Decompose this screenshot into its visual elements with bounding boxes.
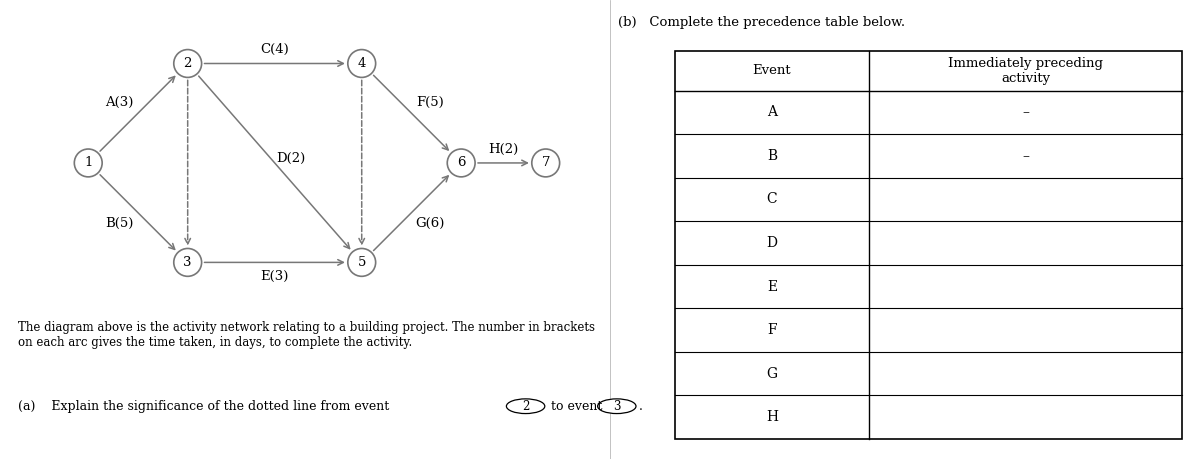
Text: E(3): E(3) (260, 270, 289, 283)
Circle shape (348, 248, 376, 276)
Text: –: – (1022, 106, 1030, 119)
Circle shape (348, 50, 376, 78)
Circle shape (174, 248, 202, 276)
Circle shape (506, 399, 545, 414)
Circle shape (532, 149, 559, 177)
Text: C(4): C(4) (260, 43, 289, 56)
Text: F: F (767, 323, 776, 337)
Bar (674, 51, 1182, 439)
Text: 6: 6 (457, 157, 466, 169)
Text: G: G (767, 367, 778, 381)
Text: 7: 7 (541, 157, 550, 169)
Text: D(2): D(2) (276, 151, 305, 164)
Text: H: H (766, 410, 778, 424)
Text: 1: 1 (84, 157, 92, 169)
Text: H(2): H(2) (488, 143, 518, 156)
Text: –: – (1022, 149, 1030, 163)
Text: 2: 2 (184, 57, 192, 70)
Circle shape (598, 399, 636, 414)
Circle shape (74, 149, 102, 177)
Text: D: D (767, 236, 778, 250)
Text: The diagram above is the activity network relating to a building project. The nu: The diagram above is the activity networ… (18, 321, 595, 349)
Text: B(5): B(5) (104, 217, 133, 230)
Text: G(6): G(6) (415, 217, 445, 230)
Text: (a)    Explain the significance of the dotted line from event: (a) Explain the significance of the dott… (18, 400, 394, 413)
Text: 3: 3 (184, 256, 192, 269)
Circle shape (174, 50, 202, 78)
Text: 2: 2 (522, 400, 529, 413)
Text: Immediately preceding
activity: Immediately preceding activity (948, 57, 1103, 85)
Text: A: A (767, 106, 776, 119)
Text: 4: 4 (358, 57, 366, 70)
Text: E: E (767, 280, 776, 293)
Text: F(5): F(5) (416, 96, 444, 109)
Text: 3: 3 (613, 400, 620, 413)
Circle shape (448, 149, 475, 177)
Text: A(3): A(3) (104, 96, 133, 109)
Text: to event: to event (547, 400, 606, 413)
Text: (b)   Complete the precedence table below.: (b) Complete the precedence table below. (618, 16, 905, 29)
Text: Event: Event (752, 64, 791, 78)
Text: .: . (638, 400, 642, 413)
Text: B: B (767, 149, 776, 163)
Text: 5: 5 (358, 256, 366, 269)
Text: C: C (767, 192, 778, 207)
